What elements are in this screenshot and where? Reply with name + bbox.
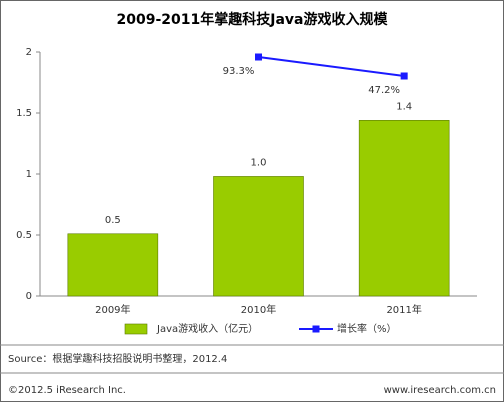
bar (358, 120, 450, 297)
bar (67, 233, 159, 297)
line-marker (400, 72, 408, 80)
legend-swatch (312, 325, 320, 333)
x-tick-label: 2010年 (241, 303, 276, 316)
legend-swatch (124, 323, 148, 335)
y-tick-label: 0 (26, 291, 32, 302)
legend-label: Java游戏收入（亿元） (156, 322, 258, 335)
y-tick-label: 0.5 (16, 230, 32, 241)
bar (213, 176, 304, 297)
value-label: 0.5 (105, 215, 121, 226)
source: Source：根据掌趣科技招股说明书整理，2012.4 (8, 352, 227, 365)
x-tick-label: 2009年 (95, 303, 130, 316)
value-label: 1.0 (251, 157, 267, 168)
line-marker (255, 53, 262, 61)
y-tick-label: 1 (26, 169, 32, 180)
legend-label: 增长率（%） (337, 322, 397, 335)
chart-title: 2009-2011年掌趣科技Java游戏收入规模 (117, 11, 389, 28)
value-label: 93.3% (223, 66, 255, 77)
footer-right: www.iresearch.com.cn (384, 385, 496, 396)
y-tick-label: 2 (26, 47, 32, 58)
y-tick-label: 1.5 (16, 108, 32, 119)
value-label: 1.4 (396, 101, 412, 112)
line (258, 56, 405, 77)
value-label: 47.2% (368, 85, 400, 96)
x-tick-label: 2011年 (386, 303, 421, 316)
footer-left: ©2012.5 iResearch Inc. (8, 385, 126, 396)
